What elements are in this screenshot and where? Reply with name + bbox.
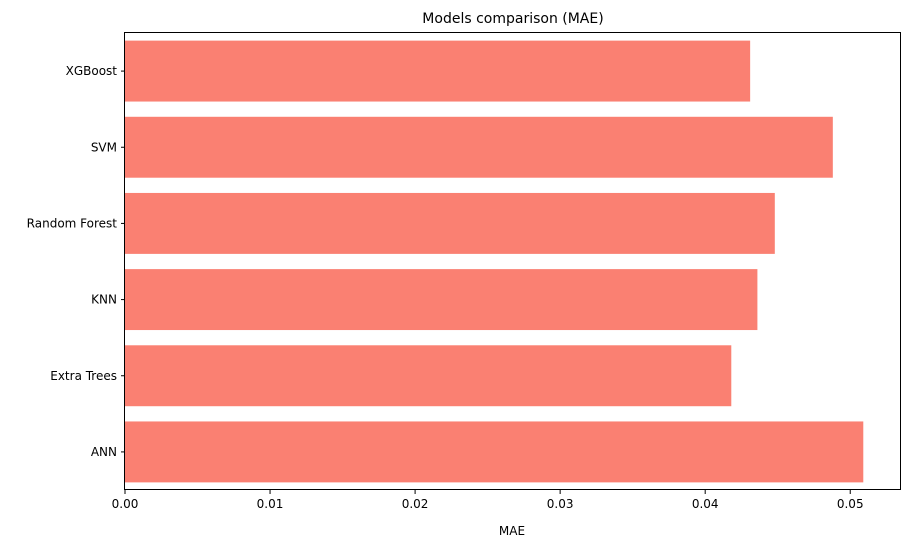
y-tick-label: Random Forest (27, 216, 118, 230)
x-tick-label: 0.05 (837, 497, 864, 511)
bar-knn (125, 269, 758, 331)
bar-ann (125, 421, 864, 483)
x-axis: 0.00 0.01 0.02 0.03 0.04 0.05 (112, 490, 864, 511)
y-tick-label: KNN (91, 293, 117, 307)
x-tick-label: 0.01 (257, 497, 284, 511)
y-tick-label: Extra Trees (50, 369, 117, 383)
chart-title: Models comparison (MAE) (422, 11, 603, 27)
x-tick-label: 0.02 (402, 497, 429, 511)
y-tick-label: ANN (91, 445, 117, 459)
bar-random-forest (125, 192, 775, 254)
x-tick-label: 0.00 (112, 497, 139, 511)
bar-xgboost (125, 40, 751, 102)
x-tick-label: 0.03 (547, 497, 574, 511)
y-tick-label: XGBoost (66, 64, 118, 78)
y-axis: ANN Extra Trees KNN Random Forest SVM XGBoost (27, 64, 125, 459)
y-tick-label: SVM (91, 140, 117, 154)
x-tick-label: 0.04 (692, 497, 719, 511)
plot-frame (124, 32, 901, 490)
x-axis-label: MAE (499, 524, 525, 538)
bar-extra-trees (125, 345, 732, 407)
bars-layer (125, 40, 864, 483)
bar-svm (125, 116, 833, 178)
